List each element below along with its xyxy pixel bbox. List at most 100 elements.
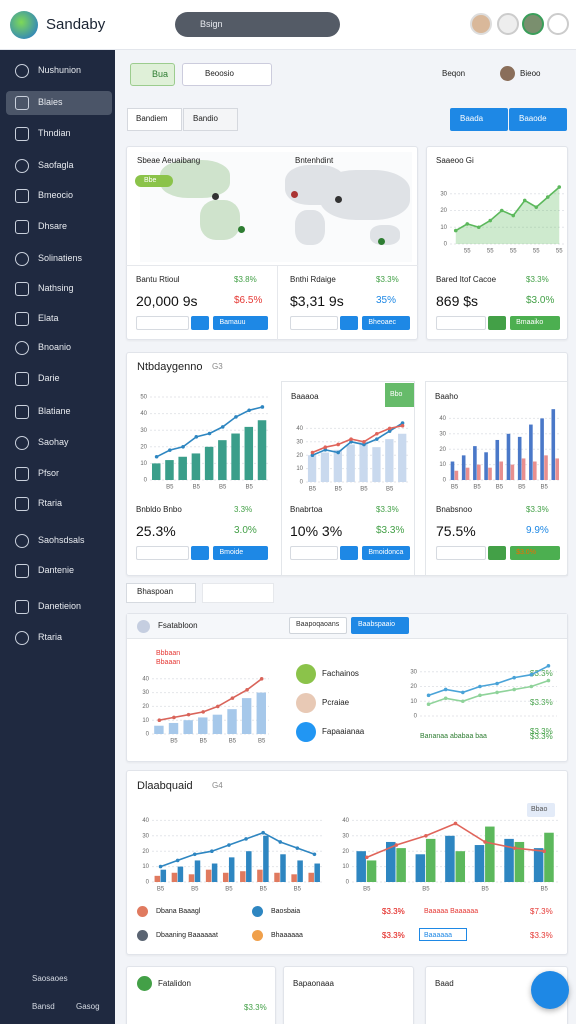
detail-button-label[interactable]: Baapoqaoans	[296, 621, 340, 628]
menu-item[interactable]: Rtaria	[38, 632, 63, 642]
point	[375, 431, 379, 436]
point	[364, 855, 369, 860]
y-tick-label: 10	[142, 864, 149, 870]
menu-item[interactable]: Solinatiens	[38, 253, 83, 263]
stat-icon-button[interactable]	[191, 316, 210, 330]
avatar[interactable]	[522, 13, 544, 35]
stat-button-label[interactable]: Bmaaiko	[516, 319, 544, 326]
search-box[interactable]	[175, 12, 340, 37]
stat-change: $3.3%	[376, 505, 399, 514]
stat-icon-button[interactable]	[488, 546, 507, 560]
menu-item[interactable]: Bnoanio	[38, 342, 72, 352]
bar	[506, 433, 511, 480]
sidebar-footer[interactable]: Bansd	[32, 1002, 55, 1011]
point	[512, 687, 516, 692]
menu-item[interactable]: Pfsor	[38, 468, 60, 478]
menu-item[interactable]: Blatiane	[38, 406, 71, 416]
stat-button-label[interactable]: Bmoidonca	[368, 549, 404, 556]
action-button[interactable]	[509, 108, 567, 131]
tab-label[interactable]: Bandio	[193, 114, 218, 123]
dropdown[interactable]	[182, 63, 272, 86]
stat-button[interactable]	[510, 546, 560, 560]
logo	[10, 11, 38, 39]
point	[375, 437, 379, 441]
button[interactable]	[130, 63, 175, 86]
y-tick-label: 0	[300, 480, 304, 486]
menu-item[interactable]: Saohsdsals	[38, 535, 85, 545]
point	[461, 690, 465, 695]
x-tick-label: B5	[229, 739, 237, 745]
action-button[interactable]	[450, 108, 508, 131]
sidebar-footer[interactable]: Gasog	[76, 1002, 100, 1011]
menu-item[interactable]: Dhsare	[38, 221, 68, 231]
detail-button[interactable]	[289, 617, 347, 634]
detail-button[interactable]	[351, 617, 409, 634]
stat-button-label[interactable]: $3.0%	[516, 549, 536, 556]
stat-button[interactable]	[510, 316, 560, 330]
menu-item[interactable]: Nathsing	[38, 283, 74, 293]
y-tick-label: 20	[410, 684, 417, 690]
fab[interactable]	[531, 971, 569, 1009]
bar	[544, 455, 548, 480]
menu-item[interactable]: Darie	[38, 373, 60, 383]
bar	[212, 714, 223, 734]
stat-button-label[interactable]: Bheoaec	[368, 319, 397, 326]
menu-item[interactable]: Danetieion	[38, 601, 82, 611]
point	[172, 715, 176, 720]
bar	[211, 863, 218, 882]
stat-button[interactable]	[213, 316, 268, 330]
menu-item[interactable]: Elata	[38, 313, 59, 323]
menu-item[interactable]: Saofagla	[38, 160, 74, 170]
stat-button[interactable]	[213, 546, 268, 560]
filter-label[interactable]: Bhaspoan	[137, 587, 174, 596]
point	[476, 225, 481, 230]
menu-item[interactable]: Blaies	[38, 97, 63, 107]
chart: 0 10 20 30 40 B5 B5 B5 B5	[342, 818, 559, 893]
point	[546, 678, 551, 683]
stat-button[interactable]	[362, 546, 410, 560]
stat-button-label[interactable]: Bamauu	[219, 319, 246, 326]
menu-item[interactable]: Saohay	[38, 437, 69, 447]
filter-dropdown[interactable]	[202, 583, 274, 603]
stat-button[interactable]	[362, 316, 410, 330]
bar	[204, 446, 214, 480]
stat-icon-button[interactable]	[340, 316, 359, 330]
dropdown-label[interactable]: Beoosio	[205, 69, 234, 78]
detail-button-label[interactable]: Baabspaaio	[358, 621, 395, 628]
user[interactable]: Bieoo	[520, 69, 541, 78]
list-name: Bhaaaaaa	[271, 932, 303, 939]
action-label[interactable]: Baada	[460, 114, 484, 123]
stat-icon-button[interactable]	[191, 546, 210, 560]
x-tick-label: B5	[200, 739, 208, 745]
menu-icon	[15, 96, 29, 110]
x-tick-label: B5	[166, 485, 174, 491]
menu-item[interactable]: Dantenie	[38, 565, 75, 575]
y-tick-label: 0	[443, 478, 447, 484]
stat-icon-button[interactable]	[488, 316, 507, 330]
bar	[488, 467, 492, 480]
apps-button[interactable]	[547, 13, 569, 35]
card-title: Sbeae Aeuaibang	[137, 156, 201, 165]
filter[interactable]: Beqon	[442, 69, 466, 78]
line	[428, 665, 549, 697]
avatar[interactable]	[497, 13, 519, 35]
stat-button-label[interactable]: Bmoide	[219, 549, 244, 556]
tab-label[interactable]: Bandiem	[136, 114, 168, 123]
avatar[interactable]	[470, 13, 492, 35]
point	[336, 450, 340, 455]
menu-item[interactable]: Thndian	[38, 128, 71, 138]
action-label[interactable]: Baaode	[519, 114, 547, 123]
sidebar-footer[interactable]: Saosaoes	[32, 974, 68, 983]
button-label[interactable]: Bua	[152, 69, 169, 79]
menu-item[interactable]: Nushunion	[38, 65, 82, 75]
y-tick-label: 30	[142, 690, 149, 696]
menu-item[interactable]: Rtaria	[38, 498, 63, 508]
stat-label: Bantu Rtioul	[136, 275, 180, 284]
x-tick-label: B5	[386, 487, 394, 493]
tab[interactable]	[127, 108, 182, 131]
stat-icon-button[interactable]	[340, 546, 359, 560]
filter-dropdown[interactable]	[126, 583, 196, 603]
point	[349, 440, 353, 444]
tab[interactable]	[183, 108, 238, 131]
menu-item[interactable]: Bmeocio	[38, 190, 74, 200]
